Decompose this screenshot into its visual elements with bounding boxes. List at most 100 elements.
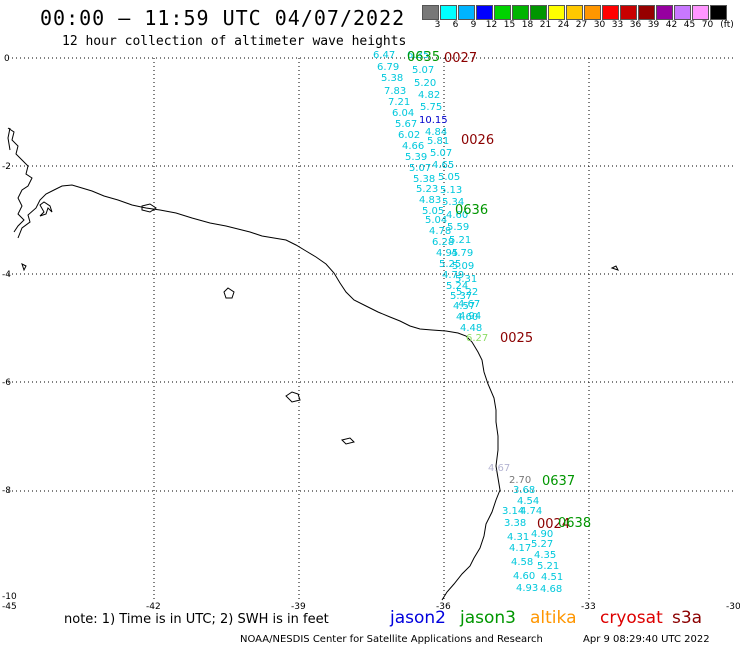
wave-height-value: 5.21 [449, 235, 472, 246]
wave-height-value: 4.54 [517, 496, 540, 507]
y-tick-label: -10 [2, 592, 17, 602]
colorbar-swatch [656, 5, 673, 20]
colorbar-swatch [458, 5, 475, 20]
colorbar-label: 70 [701, 20, 714, 30]
wave-height-value: 4.60 [513, 571, 536, 582]
colorbar-swatch [692, 5, 709, 20]
colorbar-label: 36 [629, 20, 642, 30]
wave-height-value: 6.35 [407, 50, 430, 61]
colorbar-label: 6 [452, 20, 459, 30]
wave-height-value: 4.68 [540, 584, 563, 595]
mission-s3a: s3a [672, 608, 703, 628]
colorbar-swatch [512, 5, 529, 20]
wave-height-value: 4.74 [520, 506, 543, 517]
colorbar-label: 15 [503, 20, 516, 30]
colorbar-label: 12 [485, 20, 498, 30]
wave-height-value: 5.21 [537, 561, 560, 572]
x-tick-label: -45 [2, 602, 17, 612]
y-tick-label: -8 [2, 486, 11, 496]
mission-jason3: jason3 [460, 608, 516, 628]
wave-height-value: 5.13 [440, 185, 463, 196]
colorbar-label: 18 [521, 20, 534, 30]
wave-height-value: 6.79 [377, 62, 400, 73]
pass-label: 0026 [461, 133, 495, 148]
wave-height-value: 6.28 [432, 237, 455, 248]
timestamp-text: Apr 9 08:29:40 UTC 2022 [583, 634, 710, 645]
colorbar-swatch [548, 5, 565, 20]
colorbar-swatch [620, 5, 637, 20]
map-title: 00:00 – 11:59 UTC 04/07/2022 [40, 6, 406, 30]
x-tick-label: -33 [581, 602, 596, 612]
wave-height-value: 7.21 [388, 97, 411, 108]
wave-height-value: 4.90 [531, 529, 554, 540]
colorbar-label: 39 [647, 20, 660, 30]
colorbar-swatch [566, 5, 583, 20]
pass-label: 0635 [407, 50, 441, 65]
wave-height-value: 7.83 [384, 86, 407, 97]
wave-height-value: 4.67 [458, 299, 481, 310]
wave-height-value: 5.23 [416, 184, 439, 195]
colorbar-swatch [584, 5, 601, 20]
wave-height-value: 4.79 [442, 270, 465, 281]
wave-height-value: 3.68 [513, 485, 536, 496]
colorbar-label: 33 [611, 20, 624, 30]
colorbar-label: 9 [470, 20, 477, 30]
pass-label: 0638 [558, 516, 592, 531]
colorbar-swatch [494, 5, 511, 20]
pass-label: 0025 [500, 331, 534, 346]
wave-height-value: 4.66 [402, 141, 425, 152]
wave-height-value: 5.05 [422, 206, 445, 217]
x-tick-label: -30 [726, 602, 740, 612]
wave-height-value: 4.82 [418, 90, 441, 101]
y-tick-label: 0 [4, 54, 10, 64]
wave-height-value: 5.07 [430, 148, 453, 159]
wave-height-value: 4.60 [456, 312, 479, 323]
wave-height-value: 4.94 [459, 311, 482, 322]
pass-label: 0636 [455, 203, 489, 218]
wave-height-value: 4.67 [488, 463, 511, 474]
x-tick-label: -39 [291, 602, 306, 612]
wave-height-value: 5.09 [452, 261, 475, 272]
wave-height-value: 4.57 [453, 301, 476, 312]
pass-label: 0027 [444, 51, 478, 66]
x-tick-label: -42 [146, 602, 161, 612]
colorbar-swatch [638, 5, 655, 20]
wave-height-value: 5.34 [442, 197, 465, 208]
wave-height-value: 4.31 [507, 532, 530, 543]
colorbar-swatch [440, 5, 457, 20]
mission-altika: altika [530, 608, 577, 628]
wave-height-value: 6.27 [466, 333, 489, 344]
wave-height-value: 6.47 [373, 50, 396, 61]
graticule [8, 57, 735, 600]
colorbar-swatch [710, 5, 727, 20]
colorbar-swatch [530, 5, 547, 20]
wave-height-value: 4.84 [425, 127, 448, 138]
wave-height-value: 4.48 [460, 323, 483, 334]
x-tick-label: -36 [436, 602, 451, 612]
colorbar-label: 3 [434, 20, 441, 30]
credit-text: NOAA/NESDIS Center for Satellite Applica… [240, 634, 543, 645]
wave-height-value: 4.58 [511, 557, 534, 568]
colorbar-label: 30 [593, 20, 606, 30]
wave-height-value: 5.31 [455, 274, 478, 285]
wave-height-value: 5.24 [446, 281, 469, 292]
coastline [7, 127, 619, 601]
colorbar-swatch [602, 5, 619, 20]
wave-height-value: 4.83 [419, 195, 442, 206]
wave-height-value: 5.22 [456, 287, 479, 298]
colorbar-unit: (ft) [720, 20, 734, 30]
y-tick-label: -6 [2, 378, 11, 388]
map-subtitle: 12 hour collection of altimeter wave hei… [62, 34, 407, 49]
wave-height-value: 5.38 [381, 73, 404, 84]
wave-height-value: 3.38 [504, 518, 527, 529]
wave-height-value: 3.14 [502, 506, 525, 517]
wave-height-value: 10.15 [419, 115, 448, 126]
wave-height-value: 4.95 [436, 248, 459, 259]
wave-height-value: 5.38 [413, 174, 436, 185]
wave-height-value: 4.35 [534, 550, 557, 561]
wave-height-value: 5.07 [412, 65, 435, 76]
pass-label: 0637 [542, 474, 576, 489]
wave-height-value: 5.04 [425, 215, 448, 226]
wave-height-value: 4.79 [451, 248, 474, 259]
wave-height-value: 5.25 [439, 259, 462, 270]
